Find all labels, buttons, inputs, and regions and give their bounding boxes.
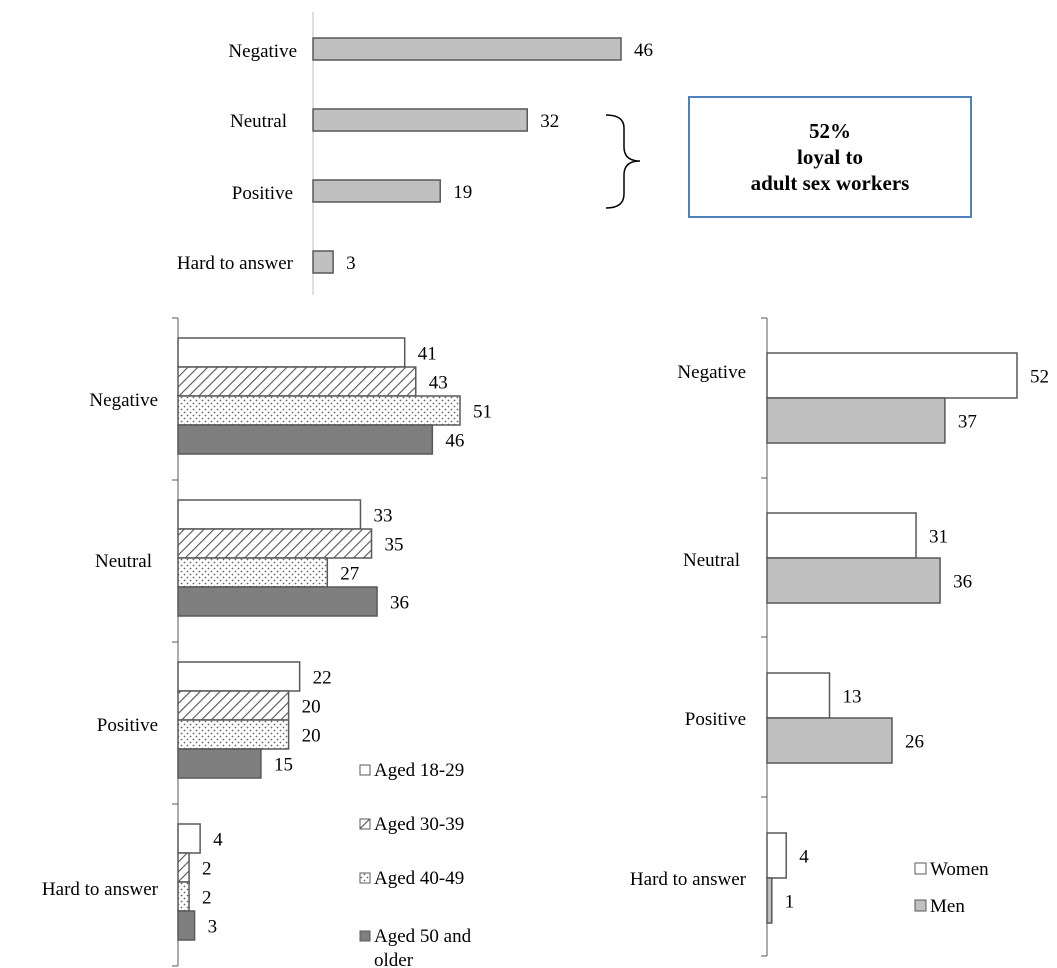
gender-category-label: Neutral — [683, 550, 740, 571]
age-value-label: 51 — [473, 402, 492, 423]
gender-legend: Women Men — [915, 859, 989, 917]
gender-value-label: 1 — [785, 892, 795, 913]
overall-value-label: 32 — [540, 111, 559, 132]
overall-bar — [313, 180, 440, 202]
age-category-label: Negative — [89, 390, 158, 411]
age-value-label: 22 — [313, 668, 332, 689]
gender-bar — [767, 398, 945, 443]
age-bar — [178, 853, 189, 882]
gender-category-label: Hard to answer — [630, 869, 747, 890]
age-value-label: 35 — [385, 535, 404, 556]
gender-value-label: 4 — [799, 847, 809, 868]
legend-label-aged-50-plus: Aged 50 and older — [374, 926, 476, 968]
legend-swatch-aged-40-49 — [360, 873, 370, 883]
age-bar — [178, 396, 460, 425]
age-value-label: 2 — [202, 888, 212, 909]
gender-bar — [767, 878, 772, 923]
legend-swatch-aged-30-39 — [360, 819, 370, 829]
age-bar — [178, 558, 327, 587]
age-bar — [178, 338, 405, 367]
age-bar — [178, 500, 360, 529]
gender-value-label: 52 — [1030, 367, 1049, 388]
age-value-label: 36 — [390, 593, 409, 614]
overall-value-label: 3 — [346, 253, 356, 274]
age-value-label: 43 — [429, 373, 448, 394]
age-bar — [178, 367, 416, 396]
gender-category-label: Positive — [685, 709, 746, 730]
gender-bar — [767, 513, 916, 558]
gender-category-label: Negative — [677, 362, 746, 383]
gender-bar — [767, 353, 1017, 398]
overall-category-label: Positive — [232, 183, 293, 204]
overall-category-label: Neutral — [230, 111, 287, 132]
age-legend: Aged 18-29 Aged 30-39 Aged 40-49 Aged 50… — [360, 760, 476, 968]
age-bar — [178, 911, 195, 940]
age-bar — [178, 662, 300, 691]
age-category-label: Hard to answer — [42, 879, 159, 900]
curly-brace-icon — [606, 115, 640, 208]
age-bar — [178, 425, 432, 454]
legend-label-aged-18-29: Aged 18-29 — [374, 760, 464, 781]
gender-chart: Negative Neutral Positive Hard to answer… — [630, 318, 1049, 956]
age-value-label: 27 — [340, 564, 359, 585]
gender-bar — [767, 833, 786, 878]
age-value-label: 3 — [208, 917, 218, 938]
gender-value-label: 13 — [843, 687, 862, 708]
gender-value-label: 37 — [958, 412, 977, 433]
age-bar — [178, 529, 372, 558]
legend-swatch-men — [915, 900, 926, 911]
legend-swatch-aged-50-plus — [360, 931, 370, 941]
loyalty-callout-box: 52% loyal to adult sex workers — [688, 96, 972, 218]
age-bar — [178, 749, 261, 778]
legend-swatch-women — [915, 863, 926, 874]
age-bar — [178, 720, 289, 749]
overall-bar — [313, 251, 333, 273]
legend-label-men: Men — [930, 896, 965, 917]
age-value-label: 20 — [302, 697, 321, 718]
callout-line-3: adult sex workers — [751, 170, 910, 196]
overall-attitude-chart: Negative Neutral Positive Hard to answer… — [177, 12, 653, 295]
age-value-label: 41 — [418, 344, 437, 365]
legend-label-aged-30-39: Aged 30-39 — [374, 814, 464, 835]
gender-bar — [767, 558, 940, 603]
legend-label-aged-40-49: Aged 40-49 — [374, 868, 464, 889]
age-bar — [178, 587, 377, 616]
overall-bar — [313, 38, 621, 60]
overall-category-label: Hard to answer — [177, 253, 294, 274]
gender-value-label: 31 — [929, 527, 948, 548]
gender-value-label: 26 — [905, 732, 924, 753]
legend-label-women: Women — [930, 859, 989, 880]
age-value-label: 20 — [302, 726, 321, 747]
gender-value-label: 36 — [953, 572, 972, 593]
overall-value-label: 46 — [634, 40, 653, 61]
callout-percent: 52% — [809, 118, 851, 144]
age-value-label: 15 — [274, 755, 293, 776]
age-value-label: 4 — [213, 830, 223, 851]
overall-category-label: Negative — [228, 41, 297, 62]
age-category-label: Neutral — [95, 551, 152, 572]
overall-value-label: 19 — [453, 182, 472, 203]
age-value-label: 33 — [373, 506, 392, 527]
age-category-label: Positive — [97, 715, 158, 736]
age-value-label: 46 — [445, 431, 464, 452]
callout-line-2: loyal to — [797, 144, 863, 170]
legend-swatch-aged-18-29 — [360, 765, 370, 775]
overall-bar — [313, 109, 527, 131]
age-bar — [178, 691, 289, 720]
gender-bar — [767, 673, 830, 718]
age-bar — [178, 824, 200, 853]
age-value-label: 2 — [202, 859, 212, 880]
gender-bar — [767, 718, 892, 763]
age-bar — [178, 882, 189, 911]
age-group-chart: Negative Neutral Positive Hard to answer… — [42, 318, 492, 968]
